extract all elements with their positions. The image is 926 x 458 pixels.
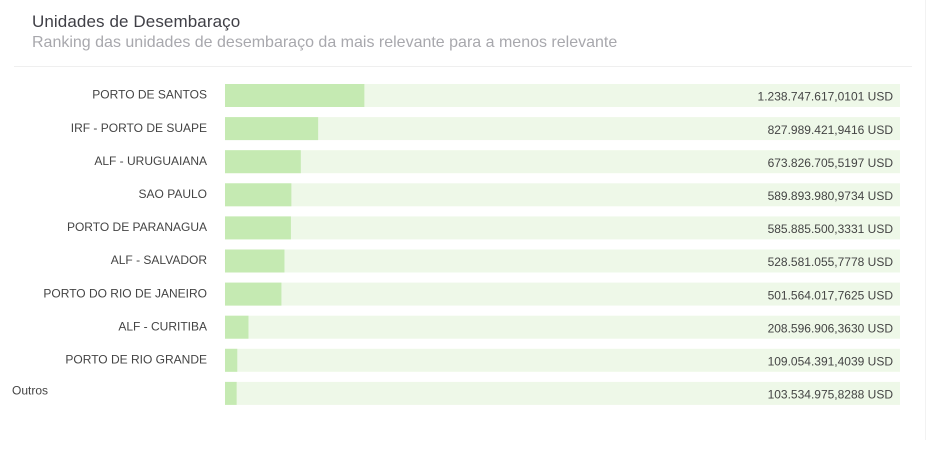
bar-track [225, 117, 900, 141]
category-label: IRF - PORTO DE SUAPE [71, 121, 207, 135]
bar[interactable] [225, 150, 301, 174]
bar-track [225, 216, 900, 240]
bar[interactable] [225, 216, 291, 240]
bar-row: PORTO DO RIO DE JANEIRO 501.564.017,7625 … [43, 282, 900, 306]
bar-track [225, 348, 900, 372]
value-label: 589.893.980,9734 USD [768, 189, 894, 203]
bar-row: ALF - URUGUAIANA 673.826.705,5197 USD [94, 150, 900, 174]
bar-row: ALF - SALVADOR 528.581.055,7778 USD [111, 249, 900, 273]
value-label: 1.238.747.617,0101 USD [758, 90, 894, 104]
bar[interactable] [225, 183, 292, 207]
value-label: 673.826.705,5197 USD [768, 156, 894, 170]
bar-track [225, 282, 900, 306]
bar-row: Outros 103.534.975,8288 USD [12, 381, 900, 405]
value-label: 528.581.055,7778 USD [768, 255, 894, 269]
category-label: PORTO DO RIO DE JANEIRO [43, 286, 207, 300]
bar-row: SAO PAULO 589.893.980,9734 USD [139, 183, 900, 207]
category-label: ALF - CURITIBA [118, 319, 207, 333]
bar[interactable] [225, 315, 249, 339]
category-label: ALF - SALVADOR [111, 253, 208, 267]
chart-subtitle: Ranking das unidades de desembaraço da m… [32, 34, 618, 51]
bar-row: PORTO DE SANTOS 1.238.747.617,0101 USD [92, 84, 900, 107]
value-label: 827.989.421,9416 USD [768, 123, 894, 137]
bar[interactable] [225, 117, 319, 141]
bar-row: PORTO DE PARANAGUA 585.885.500,3331 USD [67, 216, 900, 240]
bar-track [225, 315, 900, 339]
value-label: 103.534.975,8288 USD [768, 388, 894, 402]
bar[interactable] [225, 348, 238, 372]
category-label: PORTO DE RIO GRANDE [65, 352, 207, 366]
bar[interactable] [225, 249, 285, 273]
value-label: 109.054.391,4039 USD [768, 354, 894, 368]
bar-row: PORTO DE RIO GRANDE 109.054.391,4039 USD [65, 348, 900, 372]
category-label: Outros [12, 384, 48, 398]
bar[interactable] [225, 282, 282, 306]
chart-title: Unidades de Desembaraço [32, 12, 241, 31]
bar-track [225, 183, 900, 207]
value-label: 501.564.017,7625 USD [768, 288, 894, 302]
bar-track [225, 249, 900, 273]
bar[interactable] [225, 84, 365, 107]
bar[interactable] [225, 381, 237, 405]
value-label: 585.885.500,3331 USD [768, 222, 894, 236]
bar-row: ALF - CURITIBA 208.596.906,3630 USD [118, 315, 900, 339]
category-label: ALF - URUGUAIANA [94, 154, 207, 168]
header-divider [14, 66, 912, 67]
category-label: SAO PAULO [139, 187, 207, 201]
bar-track [225, 150, 900, 174]
bar-track [225, 381, 900, 405]
bar-track [225, 84, 900, 107]
category-label: PORTO DE SANTOS [92, 88, 207, 102]
value-label: 208.596.906,3630 USD [768, 321, 894, 335]
bar-row: IRF - PORTO DE SUAPE 827.989.421,9416 USD [71, 117, 900, 141]
chart-header: Unidades de Desembaraço Ranking das unid… [32, 12, 906, 53]
category-label: PORTO DE PARANAGUA [67, 220, 207, 234]
